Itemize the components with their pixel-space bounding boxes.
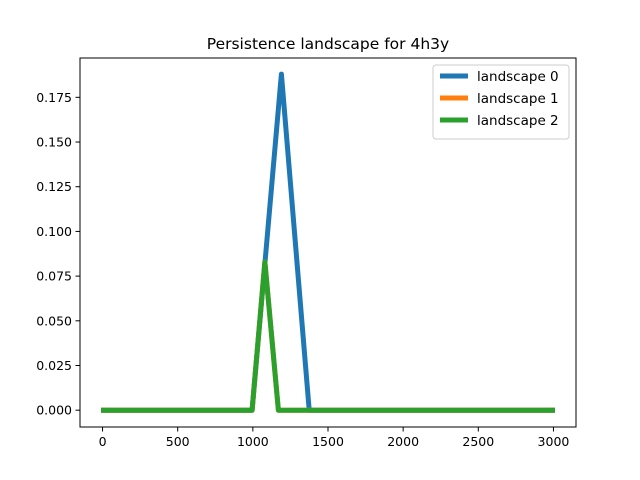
y-tick-label: 0.050 (36, 313, 72, 328)
x-tick-label: 2500 (462, 434, 494, 449)
y-tick-label: 0.025 (36, 358, 72, 373)
x-tick-label: 1500 (312, 434, 344, 449)
y-tick-label: 0.125 (36, 179, 72, 194)
x-tick-label: 500 (166, 434, 190, 449)
x-tick-label: 2000 (387, 434, 419, 449)
series-line-2 (101, 259, 555, 413)
legend-label-1: landscape 1 (477, 91, 559, 107)
x-tick-label: 1000 (237, 434, 269, 449)
y-tick-label: 0.150 (36, 135, 72, 150)
y-tick-label: 0.100 (36, 224, 72, 239)
y-tick-label: 0.000 (36, 403, 72, 418)
series-layer (101, 71, 555, 413)
chart-title: Persistence landscape for 4h3y (207, 35, 449, 53)
legend-label-0: landscape 0 (477, 69, 559, 85)
ticks-layer: 0 500 1000 1500 2000 2500 3000 0.000 0.025 0.050 0… (36, 90, 569, 449)
x-tick-label: 0 (99, 434, 107, 449)
y-tick-label: 0.075 (36, 269, 72, 284)
legend: landscape 0 landscape 1 landscape 2 (432, 64, 570, 140)
legend-label-2: landscape 2 (477, 113, 559, 129)
x-tick-label: 3000 (538, 434, 570, 449)
y-tick-label: 0.175 (36, 90, 72, 105)
